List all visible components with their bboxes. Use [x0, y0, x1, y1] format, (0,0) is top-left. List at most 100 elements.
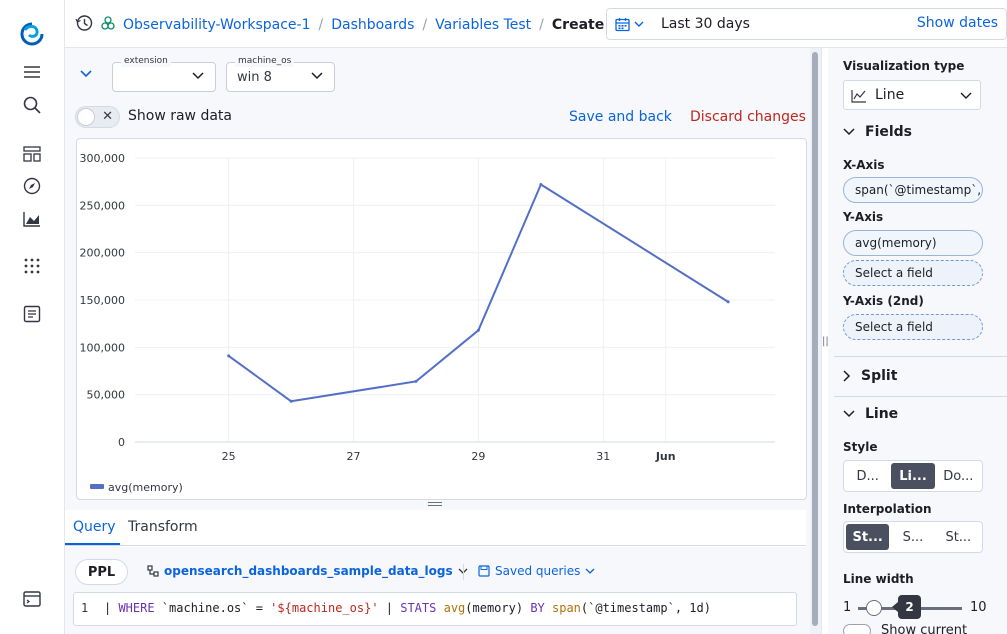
style-option-button[interactable]: D...: [846, 463, 889, 489]
data-point: [539, 183, 542, 186]
line-width-slider-thumb[interactable]: [866, 600, 882, 616]
date-picker: Last 30 days Show dates: [606, 8, 1007, 40]
date-range-text[interactable]: Last 30 days: [661, 16, 750, 32]
data-point: [477, 329, 480, 332]
interpolation-option-button[interactable]: St...: [846, 524, 889, 550]
menu-icon[interactable]: [20, 60, 44, 84]
workspace-icon: [101, 16, 115, 34]
divider: [463, 564, 464, 580]
main-scrollbar[interactable]: [810, 48, 821, 634]
dataset-selector[interactable]: opensearch_dashboards_sample_data_logs: [147, 564, 468, 578]
raw-data-label: Show raw data: [128, 108, 232, 124]
collapse-chevron-icon[interactable]: [79, 68, 93, 83]
saved-queries-label: Saved queries: [495, 564, 580, 578]
code-token: (`@timestamp`, 1d): [581, 601, 711, 615]
notebook-icon[interactable]: [20, 302, 44, 326]
legend-swatch: [90, 484, 104, 489]
visualize-chart-icon[interactable]: [20, 207, 44, 231]
split-section-toggle[interactable]: Split: [843, 368, 897, 384]
query-tabs: Query Transform: [65, 510, 806, 546]
y-axis-select-field[interactable]: Select a field: [843, 260, 983, 286]
history-icon[interactable]: [75, 14, 93, 36]
style-option-button[interactable]: Li...: [891, 463, 934, 489]
tab-transform[interactable]: Transform: [128, 519, 198, 535]
variable-machine-os-select[interactable]: machine_os win 8: [226, 62, 335, 92]
language-button[interactable]: PPL: [75, 559, 128, 585]
chevron-down-icon: [634, 20, 644, 28]
dashboard-icon[interactable]: [20, 142, 44, 166]
interpolation-option-button[interactable]: S...: [891, 524, 934, 550]
saved-queries-button[interactable]: Saved queries: [478, 564, 595, 578]
fields-section-toggle[interactable]: Fields: [843, 124, 912, 140]
x-tick-label: Jun: [655, 450, 676, 463]
line-section-toggle[interactable]: Line: [843, 406, 898, 422]
query-code-editor[interactable]: 1 | WHERE `machine.os` = '${machine_os}'…: [73, 592, 797, 626]
code-keyword: STATS: [400, 601, 436, 615]
y-tick-label: 50,000: [87, 389, 126, 402]
divider: [834, 396, 1007, 397]
divider: [834, 356, 1007, 357]
section-title: Line: [865, 406, 898, 422]
variable-extension-select[interactable]: extension: [112, 62, 216, 92]
legend-label: avg(memory): [108, 481, 183, 494]
line-number: 1: [81, 601, 88, 615]
breadcrumb-dashboards[interactable]: Dashboards: [331, 17, 414, 33]
resize-handle[interactable]: [428, 502, 442, 508]
x-tick-label: 29: [471, 450, 485, 463]
y-axis-field-pill[interactable]: avg(memory): [843, 230, 983, 256]
show-current-row: Show current: [843, 623, 967, 634]
code-keyword: WHERE: [118, 601, 154, 615]
chevron-down-icon: [843, 410, 855, 418]
y2-axis-select-field[interactable]: Select a field: [843, 314, 983, 340]
code-token: [436, 601, 443, 615]
y-tick-label: 250,000: [80, 199, 126, 212]
save-and-back-button[interactable]: Save and back: [569, 109, 672, 125]
data-point: [290, 400, 293, 403]
panel-splitter[interactable]: ||: [821, 48, 828, 634]
interpolation-option-button[interactable]: St...: [937, 524, 980, 550]
show-dates-button[interactable]: Show dates: [917, 15, 998, 31]
scrollbar-thumb[interactable]: [812, 52, 818, 626]
code-function: avg: [444, 601, 466, 615]
chevron-down-icon: [310, 70, 324, 85]
query-editor-area: PPL opensearch_dashboards_sample_data_lo…: [65, 547, 806, 634]
quick-select-button[interactable]: [607, 17, 653, 32]
code-token: (memory): [465, 601, 530, 615]
chevron-right-icon: [843, 370, 851, 382]
x-tick-label: 31: [596, 450, 610, 463]
slider-min-label: 1: [843, 600, 851, 615]
code-string: '${machine_os}': [270, 601, 378, 615]
query-panel: Query Transform PPL opensearch_dashboard…: [65, 510, 806, 634]
chevron-down-icon: [960, 92, 972, 100]
y-axis-label: Y-Axis: [843, 210, 883, 224]
raw-data-toggle[interactable]: ✕: [75, 106, 120, 128]
calendar-icon: [615, 17, 630, 32]
x-axis-label: X-Axis: [843, 158, 885, 172]
style-option-button[interactable]: Do...: [937, 463, 980, 489]
toggle-knob: [77, 108, 95, 126]
discover-compass-icon[interactable]: [20, 174, 44, 198]
dataset-name: opensearch_dashboards_sample_data_logs: [164, 564, 453, 578]
y-tick-label: 300,000: [80, 152, 126, 165]
code-keyword: BY: [530, 601, 544, 615]
query-text: | WHERE `machine.os` = '${machine_os}' |…: [104, 601, 711, 615]
breadcrumb-variables-test[interactable]: Variables Test: [435, 17, 531, 33]
line-width-label: Line width: [843, 572, 914, 586]
breadcrumb-workspace[interactable]: Observability-Workspace-1: [123, 17, 310, 33]
breadcrumb-separator: /: [422, 17, 427, 33]
x-axis-field-pill[interactable]: span(`@timestamp`,1d): [843, 177, 983, 203]
vis-type-value: Line: [875, 87, 904, 103]
code-token: |: [379, 601, 401, 615]
dock-panel-icon[interactable]: [20, 587, 44, 611]
search-icon[interactable]: [20, 93, 44, 117]
discard-changes-button[interactable]: Discard changes: [690, 109, 806, 125]
opensearch-logo-icon[interactable]: [20, 22, 44, 46]
tab-query[interactable]: Query: [73, 519, 116, 535]
show-current-toggle[interactable]: [843, 624, 871, 634]
apps-grid-icon[interactable]: [20, 254, 44, 278]
line-chart-icon: [851, 89, 867, 103]
style-label: Style: [843, 440, 877, 454]
y-tick-label: 200,000: [80, 247, 126, 260]
vis-type-select[interactable]: Line: [843, 80, 981, 110]
variable-label: machine_os: [235, 55, 294, 67]
